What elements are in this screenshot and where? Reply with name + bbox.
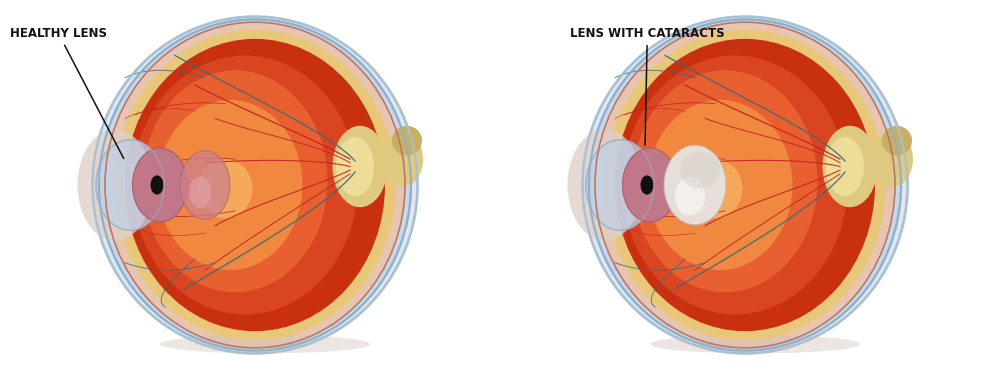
Ellipse shape — [680, 152, 720, 189]
Ellipse shape — [114, 30, 396, 340]
Text: HEALTHY LENS: HEALTHY LENS — [10, 27, 124, 158]
Ellipse shape — [132, 148, 188, 222]
Ellipse shape — [150, 175, 164, 195]
Ellipse shape — [143, 70, 328, 292]
Ellipse shape — [105, 22, 405, 348]
Ellipse shape — [622, 148, 678, 222]
Ellipse shape — [675, 177, 705, 215]
Ellipse shape — [604, 30, 886, 340]
Ellipse shape — [595, 22, 895, 348]
Ellipse shape — [650, 335, 860, 353]
Ellipse shape — [622, 56, 848, 314]
Ellipse shape — [822, 126, 878, 207]
Ellipse shape — [383, 131, 423, 187]
Ellipse shape — [826, 137, 864, 196]
Ellipse shape — [132, 56, 358, 314]
Ellipse shape — [882, 126, 912, 155]
Ellipse shape — [615, 39, 875, 331]
Ellipse shape — [198, 159, 252, 218]
Ellipse shape — [160, 335, 370, 353]
Ellipse shape — [96, 140, 164, 230]
Ellipse shape — [586, 140, 654, 230]
Ellipse shape — [92, 17, 418, 353]
Ellipse shape — [582, 17, 908, 353]
Ellipse shape — [648, 100, 792, 270]
Ellipse shape — [158, 100, 302, 270]
Ellipse shape — [180, 151, 230, 219]
Ellipse shape — [392, 126, 422, 155]
Ellipse shape — [189, 177, 211, 208]
Ellipse shape — [633, 70, 818, 292]
Ellipse shape — [332, 126, 388, 207]
Ellipse shape — [589, 20, 901, 351]
Ellipse shape — [336, 137, 374, 196]
Ellipse shape — [664, 145, 726, 225]
Ellipse shape — [640, 175, 654, 195]
Ellipse shape — [99, 20, 411, 351]
Ellipse shape — [78, 130, 152, 240]
Ellipse shape — [125, 39, 385, 331]
Ellipse shape — [568, 130, 642, 240]
Text: LENS WITH CATARACTS: LENS WITH CATARACTS — [570, 27, 725, 145]
Ellipse shape — [688, 159, 742, 218]
Ellipse shape — [873, 131, 913, 187]
